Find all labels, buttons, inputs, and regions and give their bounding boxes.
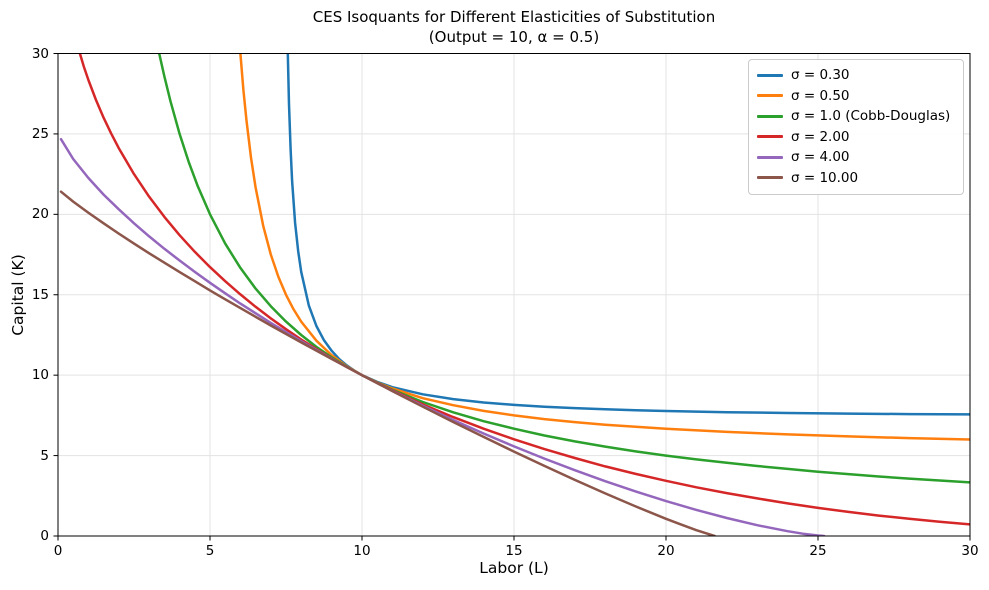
legend-label: σ = 4.00 bbox=[791, 149, 850, 166]
legend-line-swatch bbox=[757, 73, 783, 77]
x-tick-label: 5 bbox=[205, 543, 215, 559]
chart-title-line2: (Output = 10, α = 0.5) bbox=[428, 28, 600, 46]
legend-label: σ = 0.30 bbox=[791, 67, 850, 84]
chart-title: CES Isoquants for Different Elasticities… bbox=[58, 7, 970, 47]
x-tick-label: 20 bbox=[657, 543, 675, 559]
x-tick-label: 0 bbox=[53, 543, 63, 559]
legend-item: σ = 4.00 bbox=[757, 147, 955, 168]
legend-line-swatch bbox=[757, 155, 783, 159]
legend-line-swatch bbox=[757, 135, 783, 139]
y-tick-label: 0 bbox=[40, 528, 49, 544]
legend-label: σ = 10.00 bbox=[791, 169, 859, 186]
x-tick-label: 15 bbox=[505, 543, 523, 559]
y-tick-label: 15 bbox=[31, 286, 49, 303]
curve-sigma-10 bbox=[59, 190, 716, 536]
legend-item: σ = 0.30 bbox=[757, 65, 955, 86]
y-axis-label: Capital (K) bbox=[9, 254, 27, 336]
y-tick-label: 30 bbox=[31, 45, 49, 62]
y-tick-label: 20 bbox=[31, 206, 49, 223]
legend-item: σ = 10.00 bbox=[757, 168, 955, 189]
chart-title-line1: CES Isoquants for Different Elasticities… bbox=[312, 8, 716, 26]
y-tick-label: 25 bbox=[31, 125, 49, 142]
legend-line-swatch bbox=[757, 94, 783, 98]
legend-label: σ = 1.0 (Cobb-Douglas) bbox=[791, 108, 951, 125]
tick-layer bbox=[53, 53, 971, 541]
legend-label: σ = 0.50 bbox=[791, 87, 850, 104]
plot-border bbox=[57, 53, 971, 537]
legend-item: σ = 2.00 bbox=[757, 127, 955, 148]
legend: σ = 0.30 σ = 0.50 σ = 1.0 (Cobb-Douglas) σ … bbox=[748, 59, 964, 195]
x-tick-label: 10 bbox=[353, 543, 371, 559]
x-tick-label: 30 bbox=[961, 543, 979, 559]
y-tick-label: 5 bbox=[40, 447, 49, 464]
legend-item: σ = 0.50 bbox=[757, 86, 955, 107]
legend-item: σ = 1.0 (Cobb-Douglas) bbox=[757, 106, 955, 127]
x-axis-label: Labor (L) bbox=[479, 559, 549, 577]
legend-label: σ = 2.00 bbox=[791, 128, 850, 145]
legend-line-swatch bbox=[757, 114, 783, 118]
curve-sigma-4 bbox=[59, 137, 826, 536]
curve-layer bbox=[59, 53, 970, 536]
y-tick-label: 10 bbox=[31, 367, 49, 384]
curve-sigma-1 bbox=[157, 53, 970, 484]
legend-line-swatch bbox=[757, 176, 783, 180]
x-tick-label: 25 bbox=[809, 543, 827, 559]
